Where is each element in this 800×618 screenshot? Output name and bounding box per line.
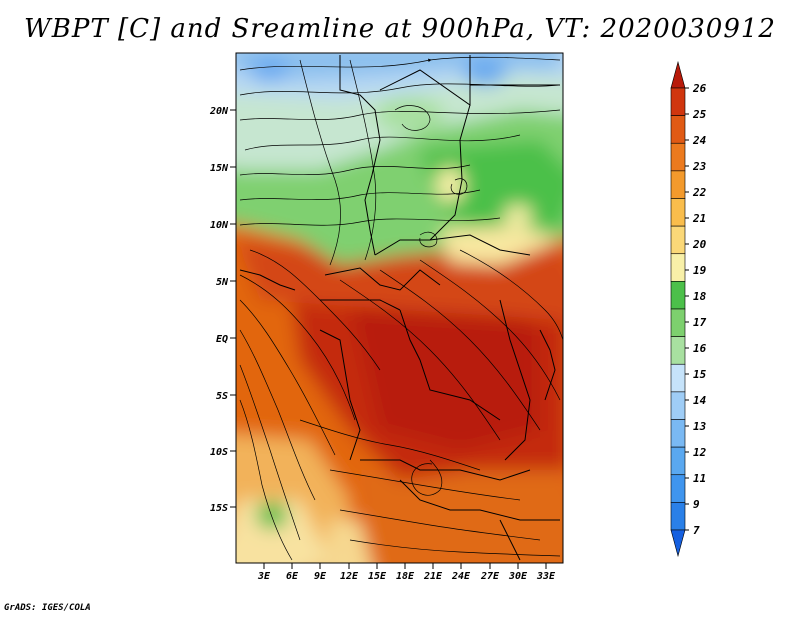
colorbar-label: 22 <box>692 186 707 199</box>
lon-label: 24E <box>451 571 471 582</box>
lat-label: 5S <box>216 391 228 402</box>
colorbar-swatch <box>670 225 686 255</box>
credit-label: GrADS: IGES/COLA <box>4 603 91 613</box>
colorbar-label: 26 <box>692 82 707 95</box>
colorbar-label: 7 <box>693 524 700 537</box>
lat-label: 15N <box>210 163 229 174</box>
wbpt-shading <box>236 53 563 563</box>
lon-label: 9E <box>314 571 327 582</box>
colorbar-swatch <box>670 170 686 199</box>
lon-label: 15E <box>368 571 387 582</box>
colorbar-swatch <box>670 281 686 310</box>
colorbar-swatch <box>670 363 686 393</box>
colorbar-label: 23 <box>692 160 707 173</box>
colorbar-label: 17 <box>693 316 707 329</box>
colorbar-swatch <box>670 308 686 337</box>
country-borders <box>239 55 560 561</box>
lon-label: 12E <box>340 571 359 582</box>
colorbar-label: 18 <box>693 290 707 303</box>
colorbar-label: 11 <box>693 472 706 485</box>
colorbar-label: 16 <box>693 342 707 355</box>
colorbar-swatch <box>670 142 686 172</box>
colorbar-swatch <box>670 198 686 227</box>
colorbar-swatch <box>670 87 686 116</box>
colorbar-swatch <box>670 391 686 420</box>
colorbar-label: 24 <box>692 134 707 147</box>
lon-axis: 3E 6E 9E 12E 15E 18E 21E 24E 27E 30E 33E <box>257 563 556 582</box>
colorbar-swatch <box>670 529 686 558</box>
lon-label: 6E <box>286 571 299 582</box>
map-panel <box>236 53 563 563</box>
lat-label: 15S <box>210 503 228 514</box>
colorbar-label: 15 <box>693 368 707 381</box>
colorbar-label: 25 <box>692 108 707 121</box>
map-frame <box>235 52 564 564</box>
lon-label: 33E <box>536 571 556 582</box>
colorbar-label: 12 <box>693 446 707 459</box>
lon-label: 30E <box>508 571 528 582</box>
lon-label: 3E <box>257 571 271 582</box>
colorbar-label: 13 <box>693 420 707 433</box>
colorbar-swatch <box>670 336 686 365</box>
colorbar-swatch <box>670 474 686 503</box>
lon-label: 18E <box>396 571 415 582</box>
colorbar: 26 25 24 23 22 21 20 19 18 17 16 15 14 13 12 11 9 7 <box>670 60 707 558</box>
colorbar-swatch <box>670 446 686 476</box>
lat-label: 10N <box>210 220 229 231</box>
colorbar-swatch <box>670 253 686 282</box>
lon-label: 21E <box>423 571 443 582</box>
chart-title: WBPT [C] and Sreamline at 900hPa, VT: 20… <box>24 14 776 44</box>
lat-label: 5N <box>216 277 229 288</box>
lat-label: 20N <box>209 106 229 117</box>
colorbar-label: 9 <box>693 498 700 511</box>
colorbar-swatch <box>670 502 686 531</box>
lon-label: 27E <box>480 571 500 582</box>
colorbar-swatch <box>670 60 686 89</box>
colorbar-label: 21 <box>692 212 706 225</box>
lat-axis: 20N 15N 10N 5N EQ 5S 10S 15S <box>209 106 236 514</box>
streamlines <box>239 56 563 561</box>
lat-label: 10S <box>210 447 228 458</box>
colorbar-label: 19 <box>693 264 707 277</box>
colorbar-swatch <box>670 115 686 144</box>
colorbar-label: 20 <box>692 238 707 251</box>
lat-label: EQ <box>216 334 228 345</box>
colorbar-swatch <box>670 419 686 448</box>
colorbar-label: 14 <box>693 394 707 407</box>
